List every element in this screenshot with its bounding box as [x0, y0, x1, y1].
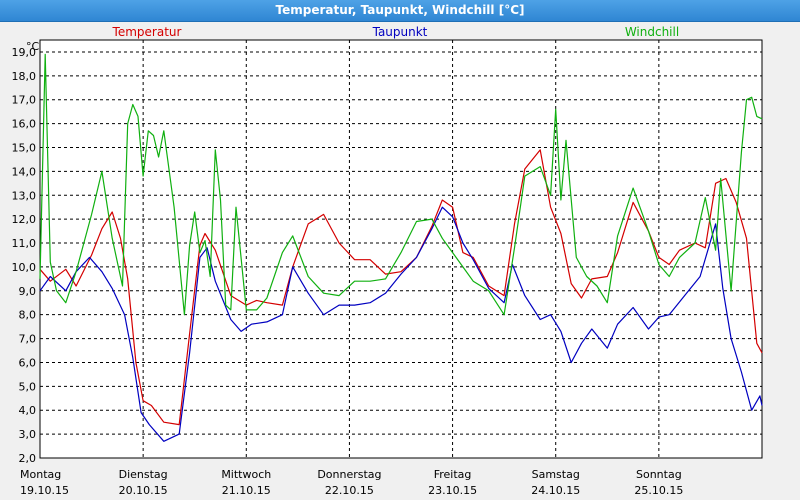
x-tick-day: Sonntag: [636, 468, 682, 481]
legend-temperatur: Temperatur: [112, 25, 182, 39]
legend-windchill: Windchill: [625, 25, 679, 39]
series-line-taupunkt: [39, 206, 763, 442]
y-tick-label: 15,0: [12, 141, 37, 154]
grid: [40, 40, 762, 458]
x-tick-day: Montag: [20, 468, 61, 481]
legend-taupunkt: Taupunkt: [372, 25, 428, 39]
x-tick-date: 20.10.15: [119, 484, 168, 497]
y-tick-label: 12,0: [12, 213, 37, 226]
x-tick-day: Mittwoch: [221, 468, 271, 481]
y-tick-label: 4,0: [19, 404, 37, 417]
x-tick-date: 22.10.15: [325, 484, 374, 497]
y-tick-label: 2,0: [19, 452, 37, 465]
x-tick-date: 19.10.15: [20, 484, 69, 497]
y-tick-label: 10,0: [12, 261, 37, 274]
x-tick-date: 25.10.15: [634, 484, 683, 497]
legend: Temperatur Taupunkt Windchill: [112, 25, 680, 39]
series-line-windchill: [39, 53, 763, 316]
y-tick-label: 14,0: [12, 165, 37, 178]
series-line-temperatur: [39, 149, 763, 426]
x-tick-day: Samstag: [532, 468, 580, 481]
series-lines: [39, 53, 763, 442]
x-tick-date: 23.10.15: [428, 484, 477, 497]
y-tick-label: 16,0: [12, 118, 37, 131]
x-tick-day: Freitag: [434, 468, 472, 481]
y-tick-label: 11,0: [12, 237, 37, 250]
y-tick-label: 18,0: [12, 70, 37, 83]
y-tick-label: 7,0: [19, 333, 37, 346]
y-tick-label: 6,0: [19, 356, 37, 369]
y-tick-label: 13,0: [12, 189, 37, 202]
x-tick-date: 24.10.15: [531, 484, 580, 497]
y-tick-label: 17,0: [12, 94, 37, 107]
x-tick-day: Donnerstag: [317, 468, 381, 481]
y-tick-label: 5,0: [19, 380, 37, 393]
y-axis-unit: °C: [26, 40, 40, 53]
x-tick-date: 21.10.15: [222, 484, 271, 497]
window-title: Temperatur, Taupunkt, Windchill [°C]: [0, 0, 800, 22]
y-tick-label: 3,0: [19, 428, 37, 441]
x-axis: Montag 19.10.15 Dienstag 20.10.15 Mittwoch 21…: [20, 468, 683, 497]
y-axis: 2,0 3,0 4,0 5,0 6,0 7,0 8,0 9,0 10,0 11,0 12,0 13,0…: [12, 46, 37, 465]
y-tick-label: 9,0: [19, 285, 37, 298]
y-tick-label: 8,0: [19, 309, 37, 322]
x-tick-day: Dienstag: [119, 468, 168, 481]
plot-background: [39, 39, 763, 459]
y-tick-label: 19,0: [12, 46, 37, 59]
